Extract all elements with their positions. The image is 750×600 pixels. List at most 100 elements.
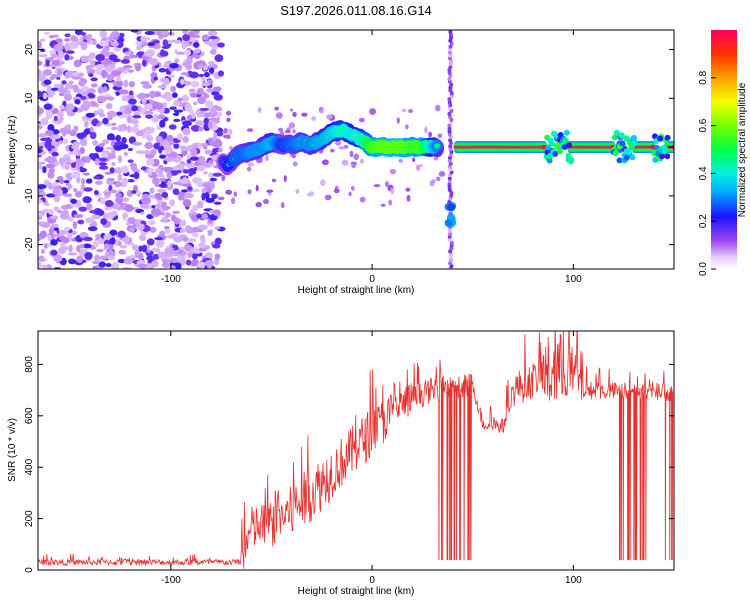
noise-speckle bbox=[131, 54, 139, 59]
noise-speckle bbox=[121, 94, 127, 102]
noise-speckle bbox=[170, 85, 177, 93]
noise-speckle bbox=[389, 168, 397, 175]
noise-speckle bbox=[59, 105, 65, 110]
y-tick-label: 800 bbox=[24, 356, 35, 373]
noise-speckle bbox=[76, 88, 83, 94]
noise-speckle bbox=[147, 194, 156, 199]
noise-speckle bbox=[149, 90, 156, 99]
noise-speckle bbox=[180, 178, 188, 185]
noise-speckle bbox=[80, 32, 87, 36]
noise-speckle bbox=[90, 68, 96, 74]
noise-speckle bbox=[191, 188, 200, 193]
noise-speckle bbox=[128, 80, 136, 88]
noise-speckle bbox=[38, 212, 43, 217]
noise-speckle bbox=[197, 142, 202, 150]
noise-speckle bbox=[200, 213, 209, 220]
noise-speckle bbox=[247, 162, 255, 167]
noise-speckle bbox=[47, 124, 55, 132]
noise-speckle bbox=[396, 117, 400, 124]
noise-speckle bbox=[98, 40, 109, 47]
noise-speckle bbox=[115, 76, 122, 82]
noise-speckle bbox=[59, 235, 66, 242]
noise-speckle bbox=[82, 243, 92, 249]
noise-speckle bbox=[118, 143, 129, 150]
noise-speckle bbox=[164, 248, 174, 255]
noise-speckle bbox=[208, 172, 215, 179]
spike-cell bbox=[448, 65, 453, 70]
noise-speckle bbox=[124, 107, 133, 115]
y-tick-label: -10 bbox=[24, 188, 35, 203]
y-tick-label: 200 bbox=[24, 510, 35, 527]
noise-speckle bbox=[64, 53, 70, 61]
noise-speckle bbox=[70, 198, 78, 204]
noise-speckle bbox=[85, 178, 93, 184]
noise-speckle bbox=[177, 249, 183, 254]
noise-speckle bbox=[209, 106, 217, 114]
noise-speckle bbox=[63, 226, 71, 232]
noise-speckle bbox=[144, 103, 153, 110]
noise-speckle bbox=[191, 112, 196, 120]
noise-speckle bbox=[84, 217, 95, 224]
spike-cell bbox=[447, 229, 452, 233]
noise-speckle bbox=[306, 192, 314, 197]
noise-speckle bbox=[214, 237, 222, 245]
noise-speckle bbox=[246, 128, 254, 132]
noise-speckle bbox=[98, 261, 107, 268]
noise-speckle bbox=[134, 249, 140, 257]
noise-speckle bbox=[433, 156, 438, 161]
noise-speckle bbox=[225, 110, 232, 116]
noise-speckle bbox=[104, 66, 113, 73]
noise-speckle bbox=[406, 194, 411, 202]
noise-speckle bbox=[106, 133, 115, 140]
noise-speckle bbox=[415, 164, 421, 171]
noise-speckle bbox=[193, 101, 198, 106]
noise-speckle bbox=[173, 112, 179, 116]
spike-cell bbox=[448, 30, 453, 34]
noise-speckle bbox=[167, 180, 172, 188]
noise-speckle bbox=[53, 195, 61, 203]
noise-speckle bbox=[92, 140, 98, 146]
noise-speckle bbox=[191, 80, 200, 88]
snr-x-label: Height of straight line (km) bbox=[298, 586, 415, 597]
noise-speckle bbox=[96, 123, 101, 127]
noise-speckle bbox=[217, 42, 225, 48]
noise-speckle bbox=[79, 244, 85, 249]
noise-speckle bbox=[45, 163, 56, 169]
noise-speckle bbox=[98, 165, 109, 170]
noise-speckle bbox=[102, 117, 109, 125]
noise-speckle bbox=[255, 201, 262, 208]
noise-speckle bbox=[405, 187, 411, 192]
noise-speckle bbox=[208, 137, 213, 146]
noise-speckle bbox=[135, 150, 146, 154]
noise-speckle bbox=[341, 159, 349, 166]
noise-speckle bbox=[104, 243, 110, 249]
y-tick-label: 400 bbox=[24, 458, 35, 475]
noise-speckle bbox=[96, 248, 104, 253]
noise-speckle bbox=[38, 133, 47, 138]
noise-speckle bbox=[47, 234, 52, 241]
noise-speckle bbox=[271, 178, 277, 183]
noise-speckle bbox=[104, 146, 114, 150]
noise-speckle bbox=[166, 171, 173, 179]
noise-speckle bbox=[118, 249, 127, 255]
noise-speckle bbox=[38, 107, 45, 115]
gap-cell bbox=[629, 154, 636, 161]
noise-speckle bbox=[182, 127, 191, 136]
y-tick-label: 20 bbox=[24, 44, 35, 56]
noise-speckle bbox=[431, 179, 436, 184]
noise-speckle bbox=[112, 80, 117, 86]
noise-speckle bbox=[67, 252, 78, 256]
gap-cell bbox=[552, 150, 559, 157]
spike-cell bbox=[449, 41, 454, 46]
noise-speckle bbox=[157, 251, 167, 259]
x-tick-label: -100 bbox=[161, 274, 181, 285]
noise-speckle bbox=[201, 187, 208, 194]
noise-speckle bbox=[435, 176, 441, 182]
noise-speckle bbox=[130, 164, 138, 171]
noise-speckle bbox=[160, 181, 167, 187]
noise-speckle bbox=[43, 103, 53, 111]
noise-speckle bbox=[50, 87, 59, 91]
gap-cell bbox=[548, 140, 555, 147]
noise-speckle bbox=[50, 73, 59, 79]
